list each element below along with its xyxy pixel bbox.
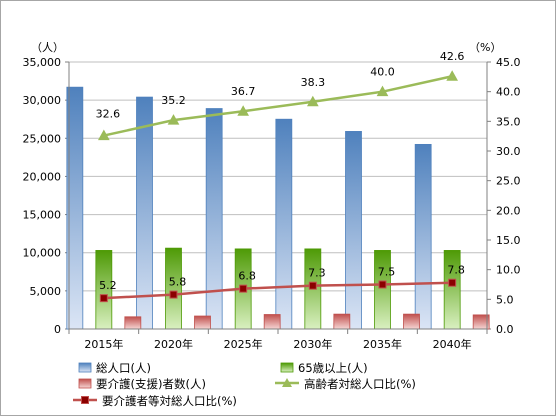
left-tick-label: 25,000 [23,132,62,145]
marker-square [239,284,248,293]
category-labels: 2015年 2020年 2025年 2030年 2035年 2040年 [84,337,471,351]
legend-marker [81,396,89,404]
data-label: 6.8 [238,270,256,283]
bar-care-needed [124,316,142,330]
right-axis-unit: （%） [469,41,501,54]
data-label: 7.5 [378,266,396,279]
bar-care-needed [333,313,351,330]
data-label: 32.6 [96,108,121,121]
legend: 総人口(人) 65歳以上(人) 要介護(支援)者数(人) 高齢者対総人口比(%) 要介護… [73,361,416,408]
bar-total-population [414,143,432,330]
bar-total-population [345,131,362,330]
marker-square [448,278,457,287]
legend-label: 要介護者等対総人口比(%) [102,394,237,408]
category-label: 2015年 [84,337,123,351]
legend-item: 65歳以上(人) [280,361,368,375]
category-label: 2030年 [293,337,332,351]
legend-label: 要介護(支援)者数(人) [96,377,206,391]
legend-swatch [78,378,92,389]
marker-triangle [167,114,180,125]
marker-triangle [376,85,389,97]
bar-total-population [205,108,223,330]
marker-triangle [306,95,319,107]
data-label: 7.8 [447,264,465,277]
marker-square [308,281,317,290]
legend-label: 高齢者対総人口比(%) [304,377,416,391]
left-tick-label: 30,000 [23,94,62,107]
right-tick-label: 35.0 [496,115,521,128]
bar-care-needed [194,315,211,330]
data-label: 40.0 [370,66,395,79]
category-label: 2040年 [433,337,472,351]
right-tick-label: 20.0 [496,204,521,217]
legend-swatch [280,362,294,373]
right-tick-label: 40.0 [496,86,521,99]
marker-triangle [446,70,459,81]
marker-square [169,290,178,299]
category-label: 2025年 [224,337,263,351]
bar-age65-plus [443,250,461,330]
bar-care-needed [263,314,281,330]
data-label: 42.6 [440,50,465,63]
legend-item: 総人口(人) [78,361,151,375]
left-tick-label: 20,000 [23,170,62,183]
right-axis-ticks: 0.0 5.0 10.0 15.0 20.0 25.0 30.0 35.0 40.0 45.0 [487,56,521,336]
legend-marker [282,378,292,387]
axes [68,62,488,334]
line-elderly-ratio [103,75,453,137]
category-label: 2020年 [154,337,193,351]
legend-label: 65歳以上(人) [298,361,368,375]
legend-item: 要介護(支援)者数(人) [78,377,206,391]
category-label: 2035年 [363,337,402,351]
bar-care-needed [403,313,420,330]
left-tick-label: 35,000 [23,56,62,69]
marker-triangle [97,129,110,141]
right-tick-label: 25.0 [496,175,521,188]
marker-square [378,280,387,289]
data-label: 7.3 [308,267,326,280]
marker-square [99,294,108,303]
legend-item: 高齢者対総人口比(%) [275,377,416,391]
legend-item: 要介護者等対総人口比(%) [73,394,237,408]
left-axis-unit: （人） [31,41,64,54]
data-label: 36.7 [231,85,256,98]
data-label: 5.8 [169,276,187,289]
right-tick-label: 15.0 [496,234,521,247]
legend-swatch [78,362,92,373]
bar-total-population [136,96,153,330]
bar-age65-plus [374,250,391,330]
lines: 32.6 35.2 36.7 38.3 40.0 42.6 5.2 5.8 6.8 7.3 7.5 7… [96,50,465,303]
left-tick-label: 5,000 [30,285,62,298]
left-axis-ticks: 0 5,000 10,000 15,000 20,000 25,000 30,000 35,0… [23,56,69,336]
right-tick-label: 0.0 [496,323,514,336]
bar-total-population [275,118,293,330]
legend-label: 総人口(人) [96,361,151,375]
data-label: 35.2 [161,94,186,107]
right-tick-label: 5.0 [496,293,514,306]
right-tick-label: 45.0 [496,56,521,69]
bars [66,86,490,330]
left-tick-label: 0 [54,323,61,336]
right-tick-label: 10.0 [496,264,521,277]
left-tick-label: 15,000 [23,209,62,222]
data-label: 5.2 [99,279,117,292]
left-tick-label: 10,000 [23,247,62,260]
right-tick-label: 30.0 [496,145,521,158]
marker-triangle [237,105,250,116]
data-label: 38.3 [301,76,326,89]
line-care-ratio [103,281,453,300]
